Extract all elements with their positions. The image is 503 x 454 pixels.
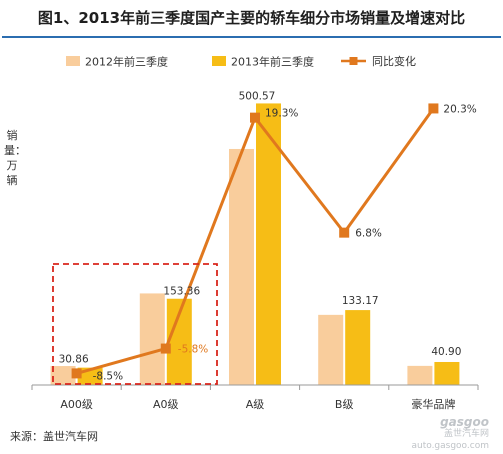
bar-2012-3 [229,148,254,385]
x-axis-ticks: A00级 A0级 A级 B级 豪华品牌 [31,385,479,411]
legend-label-2: 2013年前三季度 [231,55,314,69]
change-label-4: 6.8% [355,228,382,240]
yoy-point-3 [250,112,260,123]
bar-series-group [50,103,460,385]
yoy-change-line [76,107,435,375]
x-tick-label-5: 豪华品牌 [411,397,455,411]
change-label-2: -5.8% [178,344,208,356]
bar-2012-4 [318,314,344,385]
value-label-2: 153.36 [163,286,200,298]
chart-legend: 2012年前三季度 2013年前三季度 同比变化 [66,54,416,69]
value-label-1: 30.86 [59,354,89,366]
source-note: 来源：盖世汽车网 [10,430,98,443]
value-label-4: 133.17 [342,295,379,307]
yoy-point-2 [160,343,171,354]
bar-2013-4 [345,310,371,385]
legend-swatch-1 [66,56,80,66]
yoy-change-line-group [71,103,439,379]
x-tick-label-4: B级 [335,398,354,411]
legend-marker-swatch [349,57,358,65]
value-label-3: 500.57 [239,90,276,102]
x-tick-label-3: A级 [246,398,265,411]
y-axis-label: 销量：万辆 [4,129,26,187]
legend-swatch-2 [212,56,226,66]
bar-2012-5 [407,365,433,385]
watermark-logo: gasgoo 盖世汽车网 auto.gasgoo.com [411,416,489,452]
change-label-5: 20.3% [443,103,476,115]
bar-2013-5 [434,361,460,385]
watermark-brand: gasgoo [440,415,489,429]
bar-2012-1 [50,366,76,385]
chart-title: 图1、2013年前三季度国产主要的轿车细分市场销量及增速对比 [37,9,466,27]
bar-2013-3 [256,103,281,385]
legend-label-change: 同比变化 [372,54,416,68]
change-label-3: 19.3% [265,108,298,120]
value-label-5: 40.90 [431,346,461,358]
title-divider [2,36,501,38]
legend-label-1: 2012年前三季度 [85,55,168,69]
yoy-point-4 [339,227,350,238]
data-labels-group: 30.86 153.36 500.57 133.17 40.90 -8.5% -5.8% 19… [59,90,477,382]
highlight-box [52,263,218,385]
change-label-1: -8.5% [93,370,123,382]
bar-2012-2 [139,293,165,385]
x-tick-label-1: A00级 [60,398,93,411]
watermark-url: auto.gasgoo.com [411,441,489,451]
yoy-point-5 [428,103,439,114]
watermark-name: 盖世汽车网 [443,429,489,439]
yoy-point-1 [71,368,82,379]
x-tick-label-2: A0级 [153,398,179,411]
